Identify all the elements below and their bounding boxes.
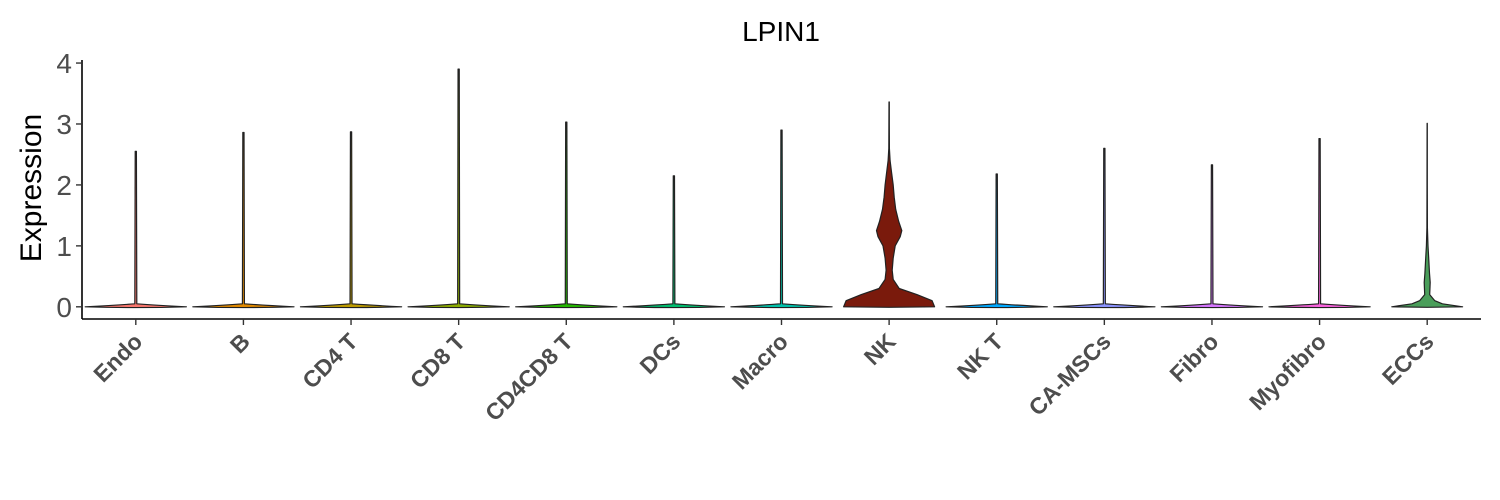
violin-nk-t — [945, 173, 1048, 309]
violin-cd4-t — [299, 131, 403, 309]
violin-cd4cd8-t — [515, 121, 618, 309]
y-tick-label: 0 — [56, 292, 72, 323]
violin-fibro — [1160, 164, 1264, 309]
y-tick-label: 1 — [56, 231, 72, 262]
y-ticks: 0 1 2 3 4 — [56, 48, 82, 323]
chart-title: LPIN1 — [742, 16, 820, 47]
x-tick-label: ECCs — [1377, 328, 1439, 390]
violin-macro — [730, 129, 833, 309]
violin-endo — [84, 150, 187, 309]
x-tick-label: CD8 T — [405, 328, 470, 393]
x-tick-label: DCs — [634, 328, 685, 379]
x-tick-label: Fibro — [1164, 328, 1223, 387]
y-tick-label: 3 — [56, 109, 72, 140]
violin-myofibro — [1268, 138, 1371, 309]
x-tick-label: NK T — [952, 328, 1008, 384]
violin-cd8-t — [407, 68, 510, 309]
x-tick-label: Myofibro — [1244, 328, 1331, 415]
y-tick-label: 2 — [56, 170, 72, 201]
violin-eccs — [1391, 122, 1464, 308]
x-tick-label: Macro — [727, 328, 793, 394]
violin-dcs — [622, 175, 726, 309]
x-ticks: Endo B CD4 T CD8 T CD4CD8 T DCs Macro NK NK T CA-… — [88, 319, 1439, 426]
violin-ca-mscs — [1053, 147, 1156, 309]
violin-nk — [843, 101, 936, 308]
violins — [84, 68, 1464, 309]
x-tick-label: CD4 T — [297, 328, 362, 393]
x-tick-label: CD4CD8 T — [480, 328, 578, 426]
violin-b — [192, 131, 295, 309]
y-axis-label: Expression — [15, 114, 48, 262]
x-tick-label: Endo — [88, 328, 147, 387]
y-tick-label: 4 — [56, 48, 72, 79]
x-tick-label: B — [225, 328, 255, 358]
x-tick-label: NK — [859, 328, 901, 370]
x-tick-label: CA-MSCs — [1023, 328, 1115, 420]
